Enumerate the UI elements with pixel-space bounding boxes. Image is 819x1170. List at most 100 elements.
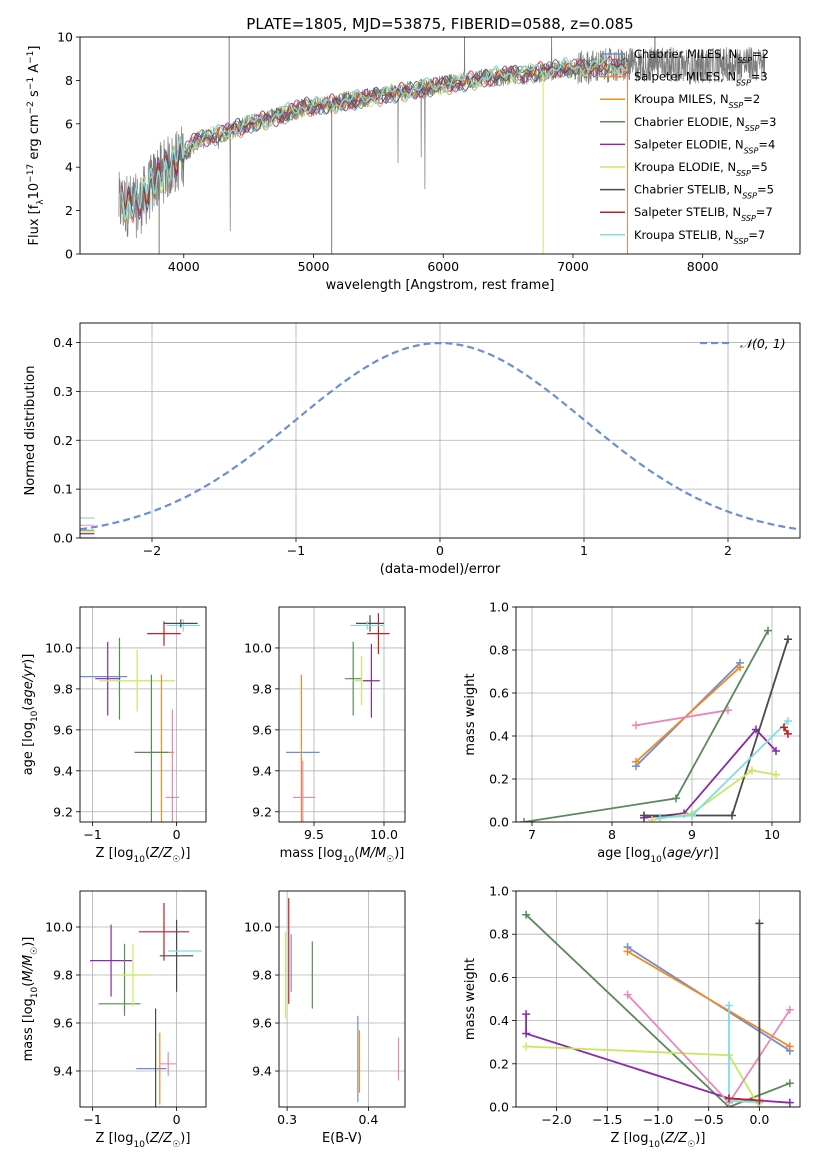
axes-mass-vs-EBV: 0.3 0.4 9.4 9.6 9.8 10.0	[244, 890, 406, 1127]
plot-area	[80, 607, 206, 822]
mass-weight-marker	[736, 663, 744, 672]
mass-weight-series	[627, 950, 791, 1048]
axes-undefined: −2 −1 0 1 2 0.0 0.1 0.2 0.3 0.4	[53, 322, 801, 558]
mass-weight-marker	[725, 1094, 733, 1103]
legend-label: Salpeter ELODIE, NSSP=4	[634, 137, 775, 155]
data-layer	[80, 342, 798, 538]
data-layer	[286, 613, 390, 822]
mass-weight-series	[523, 630, 769, 822]
y-tick-label: 9.2	[53, 804, 73, 819]
mass-weight-marker	[656, 813, 664, 822]
mass-weight-series	[659, 720, 789, 819]
error-bar-point	[99, 650, 175, 712]
mass-weight-series	[728, 1097, 760, 1102]
data-layer	[520, 626, 792, 822]
legend-label: Chabrier ELODIE, NSSP=3	[634, 115, 776, 133]
y-tick-label: 0.0	[489, 1100, 509, 1115]
axes-frame	[278, 606, 406, 823]
axes-mass-vs-Z: −1 0 9.4 9.6 9.8 10.0	[45, 890, 207, 1127]
y-tick-label: 0.2	[489, 1056, 509, 1071]
mass-weight-marker	[648, 815, 656, 822]
error-bar-point	[350, 621, 384, 630]
y-tick-label: 9.6	[53, 1016, 73, 1031]
mass-weight-marker	[522, 910, 531, 919]
y-tick-label: 0.4	[53, 335, 73, 350]
y-tick-label: 9.8	[53, 681, 73, 696]
x-tick-label: 5000	[298, 259, 330, 274]
mass-weight-marker	[672, 794, 680, 803]
error-bar-point	[344, 641, 362, 716]
y-tick-label: 1.0	[489, 884, 509, 899]
x-tick-label: 0	[173, 827, 181, 842]
x-axis-label: (data-model)/error	[380, 562, 501, 577]
y-axis-label: Flux [fλ10−17 erg cm−2 s−1 A−1]	[26, 46, 46, 246]
error-bar-point	[356, 615, 384, 632]
mass-weight-marker	[780, 723, 788, 732]
mass-weight-marker	[522, 1042, 531, 1051]
x-tick-label: 0	[436, 543, 444, 558]
x-axis-label: age [log10(age/yr)]	[597, 846, 719, 865]
x-tick-label: 4000	[168, 259, 200, 274]
mass-weight-marker	[785, 1079, 794, 1088]
x-axis-label: wavelength [Angstrom, rest frame]	[326, 278, 555, 293]
plot-area	[516, 606, 800, 823]
y-tick-label: 0.8	[489, 927, 509, 942]
x-axis-label: Z [log10(Z/Z☉)]	[96, 1131, 191, 1150]
legend-label: Salpeter STELIB, NSSP=7	[634, 205, 773, 223]
y-tick-label: 8	[65, 73, 73, 88]
y-tick-label: 10.0	[244, 640, 272, 655]
plot-area	[80, 891, 206, 1107]
y-tick-label: 2	[65, 203, 73, 218]
x-tick-label: −2	[143, 543, 161, 558]
axes-massweight-vs-age: 7 8 9 10 0.0 0.2 0.4 0.6 0.8 1.0	[489, 600, 801, 842]
x-tick-label: 8	[608, 827, 616, 842]
x-axis-label: mass [log10(M/M☉)]	[280, 846, 405, 865]
error-bar-point	[165, 709, 180, 822]
error-bar-point	[367, 613, 390, 655]
normal-curve	[80, 342, 798, 531]
legend-label: Kroupa STELIB, NSSP=7	[634, 228, 765, 246]
legend-label: Chabrier STELIB, NSSP=5	[634, 183, 774, 201]
mass-weight-marker	[772, 770, 780, 779]
mass-weight-marker	[725, 1001, 733, 1010]
model-spectrum	[120, 56, 628, 221]
y-axis-label: age [log10(age/yr)]	[21, 654, 40, 776]
model-spectrum	[121, 58, 628, 218]
x-tick-label: −1.0	[643, 1112, 673, 1127]
x-tick-label: −1	[287, 543, 305, 558]
y-tick-label: 10	[57, 30, 73, 45]
x-tick-label: −0.5	[694, 1112, 724, 1127]
axes-age-vs-mass: 9.5 10.0 9.2 9.4 9.6 9.8 10.0	[244, 606, 406, 842]
chart-title: PLATE=1805, MJD=53875, FIBERID=0588, z=0…	[246, 15, 633, 33]
y-tick-label: 9.6	[252, 1016, 272, 1031]
y-axis-label: mass [log10(M/M☉)]	[21, 937, 40, 1062]
axes-frame	[79, 322, 801, 539]
mass-weight-series	[643, 728, 777, 819]
legend-label: Kroupa ELODIE, NSSP=5	[634, 160, 768, 178]
mass-weight-marker	[785, 1042, 794, 1051]
axes-massweight-vs-Z: −2.0 −1.5 −1.0 −0.5 0.0 0.0 0.2 0.4 0.6 0.8 1.0	[489, 884, 801, 1127]
mass-weight-marker	[748, 766, 756, 775]
x-tick-label: −2.0	[541, 1112, 571, 1127]
mass-weight-marker	[784, 635, 792, 644]
data-layer	[284, 898, 400, 1103]
mass-weight-marker	[632, 721, 640, 730]
axes-frame	[79, 890, 207, 1108]
x-tick-label: 0.0	[749, 1112, 769, 1127]
x-tick-label: 7000	[557, 259, 589, 274]
y-tick-label: 0.1	[53, 482, 73, 497]
plot-area	[279, 607, 405, 822]
y-tick-label: 0.4	[489, 729, 509, 744]
x-tick-label: 6000	[427, 259, 459, 274]
axes-frame	[278, 890, 406, 1108]
y-tick-label: 0.0	[53, 531, 73, 546]
mass-weight-marker	[688, 811, 696, 820]
y-tick-label: 9.4	[53, 1064, 73, 1079]
x-tick-label: −1	[83, 1112, 101, 1127]
mass-weight-marker	[623, 990, 632, 999]
x-axis-label: E(B-V)	[322, 1131, 362, 1146]
x-tick-label: 0.3	[277, 1112, 297, 1127]
x-tick-label: 9.5	[304, 827, 324, 842]
error-bar-point	[159, 919, 194, 992]
